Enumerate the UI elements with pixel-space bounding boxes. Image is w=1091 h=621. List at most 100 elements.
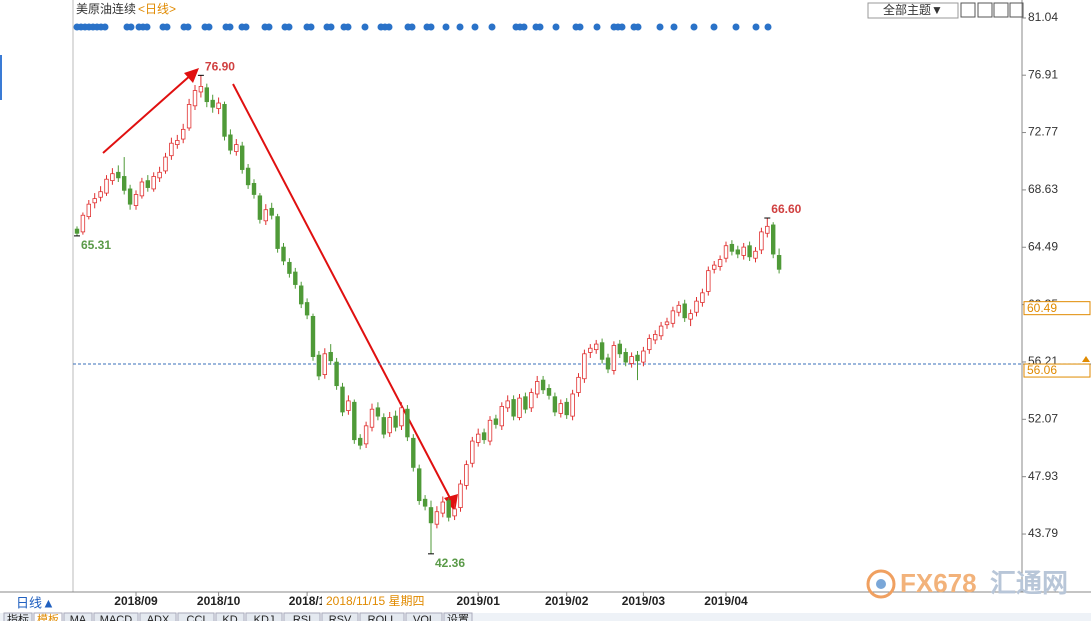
candle-body [74, 228, 80, 234]
tab [405, 612, 443, 621]
candle-body [216, 102, 221, 109]
period-tag: <日线> [138, 2, 176, 16]
x-tick-label: 2019/03 [622, 594, 666, 608]
candle-body [80, 214, 86, 233]
event-dot [344, 23, 352, 31]
candle-body [428, 507, 434, 524]
crosshair-value: 56.06 [1027, 363, 1057, 377]
candle-body [139, 181, 145, 197]
candle-body [552, 396, 558, 413]
y-tick-label: 43.79 [1028, 526, 1058, 540]
y-tick-label: 68.63 [1028, 182, 1058, 196]
icon[interactable] [1009, 2, 1024, 18]
tab [283, 612, 321, 621]
icon[interactable] [993, 2, 1009, 18]
theme-button-label[interactable]: 全部主题▼ [883, 2, 943, 17]
candle-body [735, 249, 740, 255]
tab-label: 指标 [7, 612, 29, 621]
tab [177, 612, 215, 621]
candle-body [564, 401, 569, 416]
candle-body [222, 104, 227, 137]
event-dot [618, 23, 626, 31]
theme-button[interactable] [867, 2, 959, 19]
candle-body [346, 400, 351, 411]
candle-body [505, 400, 510, 409]
candle-body [605, 357, 611, 370]
candle-body [588, 347, 593, 353]
candle-body [717, 259, 723, 267]
tab [215, 612, 245, 621]
watermark: FX678 汇通网 [866, 568, 1068, 599]
candle-body [653, 333, 658, 341]
candle-body [411, 437, 416, 468]
tab [139, 612, 177, 621]
candle-body [475, 433, 481, 443]
candle-body [281, 246, 286, 262]
event-dot [226, 23, 234, 31]
candle-body [747, 245, 752, 258]
period-box[interactable] [0, 594, 70, 612]
candle-body [558, 403, 563, 414]
candle-body [658, 325, 664, 337]
event-dot [656, 23, 664, 31]
candle-body [670, 310, 676, 324]
event-dot [471, 23, 479, 31]
candle-body [599, 342, 605, 360]
candle-body [535, 381, 540, 395]
extreme-label: 76.90 [205, 60, 235, 74]
candle-body [180, 128, 186, 140]
candle-body [381, 417, 386, 435]
candle-body [664, 321, 670, 326]
event-dot [408, 23, 416, 31]
candle-body [98, 191, 103, 198]
candle-body [157, 171, 162, 179]
period-button[interactable]: 日线▲ [16, 595, 55, 610]
event-dot [552, 23, 560, 31]
logo [876, 579, 886, 589]
candle-body [493, 418, 499, 425]
candle-body [452, 508, 457, 517]
candle-body [357, 437, 363, 446]
icon[interactable] [977, 2, 993, 18]
icon[interactable] [960, 2, 976, 18]
candle-body [316, 354, 322, 377]
event-dot [184, 23, 192, 31]
x-tick-label: 2019/01 [457, 594, 501, 608]
event-dot [488, 23, 496, 31]
candle-body [245, 167, 251, 186]
event-dot [752, 23, 760, 31]
candle-body [458, 483, 463, 508]
tab-label: RSV [329, 614, 352, 621]
candle-body [470, 440, 475, 464]
candle-body [145, 180, 150, 188]
y-tick-label: 76.91 [1028, 67, 1058, 81]
event-dot [127, 23, 135, 31]
candle-body [694, 300, 699, 313]
event-dot [520, 23, 528, 31]
candle-body [594, 343, 599, 351]
candle-body [765, 225, 770, 234]
candle-body [322, 353, 327, 375]
last-price-label: 60.49 [1027, 301, 1057, 315]
candle-body [251, 182, 257, 195]
tab-label: MACD [100, 614, 132, 621]
candle-body [723, 245, 729, 259]
candle-body [269, 207, 274, 216]
candle-body [582, 353, 587, 380]
y-tick-label: 52.07 [1028, 411, 1058, 425]
x-tick-label: 2018/10 [197, 594, 241, 608]
candle-body [416, 468, 422, 502]
candle-body [133, 194, 139, 206]
event-dot [427, 23, 435, 31]
candle-body [387, 417, 392, 434]
watermark-name: 汇通网 [990, 568, 1068, 598]
candle-body [393, 415, 398, 428]
candle-body [771, 224, 776, 255]
candle-body [192, 90, 198, 107]
extreme-label: 66.60 [771, 202, 801, 216]
event-dot [361, 23, 369, 31]
candle-body [546, 388, 552, 396]
candle-body [623, 352, 628, 363]
